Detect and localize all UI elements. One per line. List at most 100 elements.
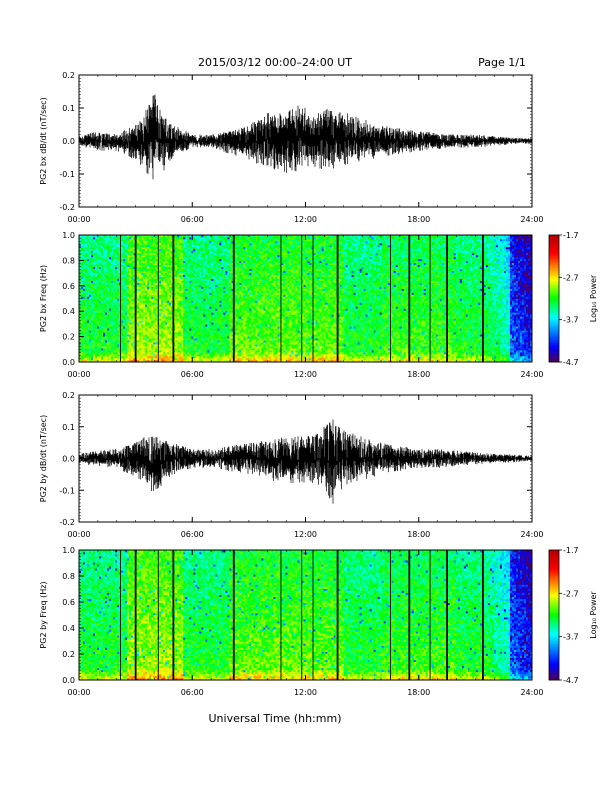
panel-2-cell xyxy=(113,304,115,306)
panel-2-cell xyxy=(81,255,83,257)
panel-2-cell xyxy=(89,356,91,358)
panel-2-cell xyxy=(89,314,91,316)
panel-2-cell xyxy=(131,267,133,269)
panel-2-cell xyxy=(97,312,99,314)
panel-2-cell xyxy=(105,306,107,308)
panel-2-cell xyxy=(125,271,127,273)
panel-2-cell xyxy=(81,239,83,241)
panel-2-cell xyxy=(125,326,127,328)
panel-2-cell xyxy=(89,277,91,279)
panel-2-cell xyxy=(109,259,111,261)
panel-2-cell xyxy=(83,328,85,330)
panel-2-cell xyxy=(93,281,95,283)
panel-2-cell xyxy=(117,308,119,310)
panel-2-cell xyxy=(127,330,129,332)
panel-2-cell xyxy=(99,350,101,352)
panel-2-cell xyxy=(99,277,101,279)
panel-1-y-tick-label: 0.2 xyxy=(62,71,75,80)
panel-2-cell xyxy=(101,269,103,271)
panel-2-cell xyxy=(109,249,111,251)
panel-2-cell xyxy=(117,283,119,285)
panel-2-cell xyxy=(115,312,117,314)
panel-2-cell xyxy=(129,273,131,275)
panel-2-cell xyxy=(101,279,103,281)
panel-2-cell xyxy=(87,330,89,332)
panel-2-cell xyxy=(113,324,115,326)
panel-2-cell xyxy=(89,330,91,332)
panel-2-cell xyxy=(93,330,95,332)
panel-2-cell xyxy=(99,328,101,330)
panel-2-cell xyxy=(127,342,129,344)
panel-2-cell xyxy=(95,358,97,360)
panel-2-cell xyxy=(137,293,139,295)
panel-2-cell xyxy=(115,308,117,310)
panel-2-cell xyxy=(113,295,115,297)
panel-2-cell xyxy=(131,257,133,259)
panel-2-cell xyxy=(85,247,87,249)
panel-2-cell xyxy=(81,300,83,302)
panel-2-cell xyxy=(117,249,119,251)
panel-2-cell xyxy=(105,344,107,346)
panel-2-cell xyxy=(123,352,125,354)
panel-2-cell xyxy=(105,293,107,295)
panel-2-cell xyxy=(121,275,123,277)
panel-2-cell xyxy=(129,267,131,269)
panel-2-cell xyxy=(91,267,93,269)
panel-2-cell xyxy=(81,243,83,245)
panel-2-cell xyxy=(91,265,93,267)
panel-2-cell xyxy=(131,237,133,239)
panel-2-cell xyxy=(113,243,115,245)
panel-2-cell xyxy=(129,275,131,277)
panel-2-cell xyxy=(105,324,107,326)
panel-2-cell xyxy=(115,306,117,308)
panel-2-cell xyxy=(111,302,113,304)
panel-2-cell xyxy=(87,344,89,346)
panel-2-cell xyxy=(93,356,95,358)
panel-2-cell xyxy=(101,344,103,346)
panel-2-cell xyxy=(105,255,107,257)
panel-2-cell xyxy=(137,354,139,356)
panel-2-cell xyxy=(123,328,125,330)
panel-2-cell xyxy=(125,354,127,356)
panel-2-cell xyxy=(91,247,93,249)
panel-2-cell xyxy=(127,285,129,287)
panel-2-cell xyxy=(85,356,87,358)
panel-2-cell xyxy=(87,275,89,277)
panel-2-cell xyxy=(113,352,115,354)
panel-2-cell xyxy=(123,259,125,261)
panel-2-cell xyxy=(105,251,107,253)
panel-2-cell xyxy=(125,332,127,334)
panel-2-cell xyxy=(89,257,91,259)
panel-2-cell xyxy=(125,293,127,295)
panel-2-cell xyxy=(107,322,109,324)
panel-2-cell xyxy=(107,267,109,269)
panel-2-cell xyxy=(105,281,107,283)
panel-2-cell xyxy=(127,259,129,261)
panel-2-cell xyxy=(93,326,95,328)
panel-2-cell xyxy=(127,261,129,263)
panel-2-cell xyxy=(99,310,101,312)
panel-2-cell xyxy=(111,358,113,360)
panel-2-cell xyxy=(113,261,115,263)
panel-2-cell xyxy=(89,322,91,324)
panel-2-cell xyxy=(103,346,105,348)
panel-2-cell xyxy=(83,267,85,269)
panel-2-cell xyxy=(81,293,83,295)
panel-2-cell xyxy=(89,283,91,285)
panel-2-cell xyxy=(137,348,139,350)
panel-2-cell xyxy=(105,352,107,354)
panel-2-cell xyxy=(117,314,119,316)
panel-2-cell xyxy=(109,255,111,257)
panel-2-cell xyxy=(113,283,115,285)
panel-2-cell xyxy=(107,300,109,302)
panel-2-cell xyxy=(107,308,109,310)
panel-2-cell xyxy=(121,350,123,352)
panel-2-cell xyxy=(117,285,119,287)
panel-2-cell xyxy=(111,285,113,287)
panel-2-cell xyxy=(127,265,129,267)
panel-2-cell xyxy=(113,332,115,334)
panel-2-cell xyxy=(85,249,87,251)
panel-2-cell xyxy=(83,245,85,247)
panel-2-cell xyxy=(129,334,131,336)
panel-2-cell xyxy=(83,239,85,241)
